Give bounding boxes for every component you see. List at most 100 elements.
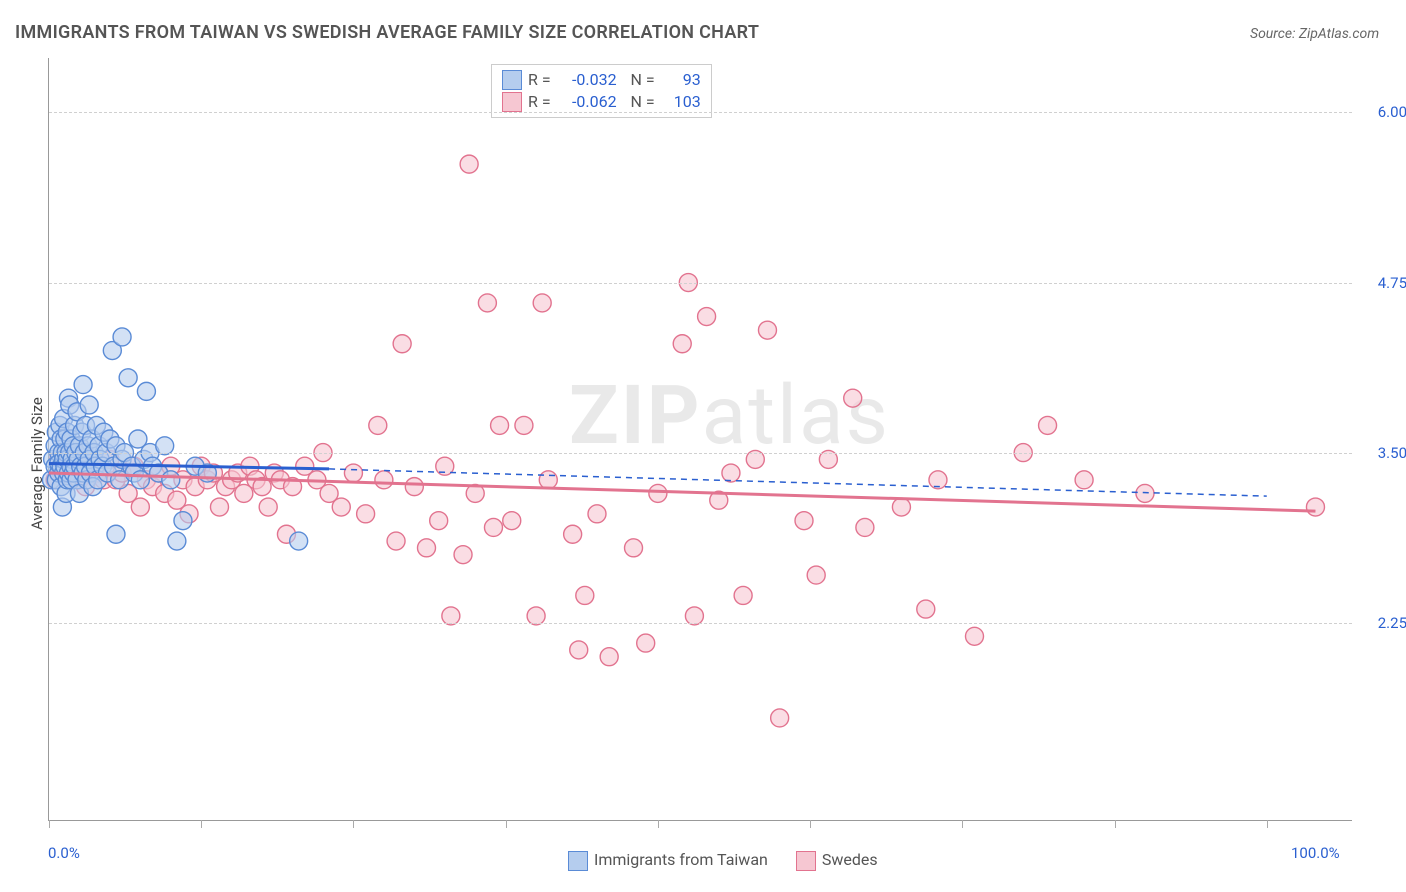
- legend-label: Swedes: [822, 850, 878, 869]
- data-point: [290, 532, 308, 550]
- data-point: [856, 518, 874, 536]
- data-point: [722, 464, 740, 482]
- data-point: [1039, 416, 1057, 434]
- legend-item: Swedes: [796, 850, 878, 871]
- legend-item: Immigrants from Taiwan: [568, 850, 768, 871]
- data-point: [917, 600, 935, 618]
- chart-svg: [49, 58, 1352, 820]
- data-point: [259, 498, 277, 516]
- data-point: [80, 396, 98, 414]
- data-point: [137, 382, 155, 400]
- data-point: [74, 376, 92, 394]
- data-point: [344, 464, 362, 482]
- data-point: [113, 328, 131, 346]
- series-legend: Immigrants from Taiwan Swedes: [568, 850, 878, 871]
- x-tick: [962, 820, 963, 828]
- data-point: [771, 709, 789, 727]
- data-point: [357, 505, 375, 523]
- gridline: [49, 283, 1352, 284]
- data-point: [162, 471, 180, 489]
- data-point: [698, 308, 716, 326]
- x-tick: [1267, 820, 1268, 828]
- legend-label: Immigrants from Taiwan: [594, 850, 768, 869]
- data-point: [1306, 498, 1324, 516]
- x-tick: [506, 820, 507, 828]
- correlation-legend: R = -0.032 N = 93 R = -0.062 N = 103: [491, 64, 712, 118]
- data-point: [758, 321, 776, 339]
- legend-row: R = -0.062 N = 103: [502, 91, 701, 113]
- data-point: [649, 484, 667, 502]
- plot-area: ZIPatlas R =-0.032 N =93R =-0.062 N =103…: [48, 58, 1352, 821]
- gridline: [49, 623, 1352, 624]
- data-point: [625, 539, 643, 557]
- data-point: [168, 532, 186, 550]
- legend-row: R = -0.032 N = 93: [502, 69, 701, 91]
- legend-n-value: 103: [661, 91, 701, 113]
- data-point: [119, 369, 137, 387]
- data-point: [673, 335, 691, 353]
- x-tick: [1115, 820, 1116, 828]
- data-point: [491, 416, 509, 434]
- x-tick: [49, 820, 50, 828]
- data-point: [210, 498, 228, 516]
- legend-swatch: [502, 92, 522, 112]
- y-tick-label: 3.50: [1378, 444, 1406, 462]
- gridline: [49, 112, 1352, 113]
- y-tick-label: 2.25: [1378, 614, 1406, 632]
- data-point: [478, 294, 496, 312]
- data-point: [734, 586, 752, 604]
- chart-title: IMMIGRANTS FROM TAIWAN VS SWEDISH AVERAG…: [15, 22, 759, 43]
- data-point: [533, 294, 551, 312]
- x-start-label: 0.0%: [48, 844, 80, 862]
- data-point: [405, 478, 423, 496]
- data-point: [564, 525, 582, 543]
- data-point: [174, 512, 192, 530]
- data-point: [892, 498, 910, 516]
- data-point: [393, 335, 411, 353]
- data-point: [844, 389, 862, 407]
- legend-swatch: [796, 851, 816, 871]
- source-label: Source: ZipAtlas.com: [1250, 26, 1379, 42]
- data-point: [430, 512, 448, 530]
- data-point: [454, 546, 472, 564]
- data-point: [387, 532, 405, 550]
- legend-swatch: [568, 851, 588, 871]
- legend-r-label: R =: [528, 69, 551, 91]
- x-tick: [810, 820, 811, 828]
- data-point: [418, 539, 436, 557]
- data-point: [570, 641, 588, 659]
- legend-n-value: 93: [661, 69, 701, 91]
- x-tick: [201, 820, 202, 828]
- legend-n-label: N =: [623, 69, 655, 91]
- data-point: [131, 498, 149, 516]
- data-point: [375, 471, 393, 489]
- x-tick: [353, 820, 354, 828]
- x-tick: [658, 820, 659, 828]
- y-tick-label: 6.00: [1378, 103, 1406, 121]
- data-point: [460, 155, 478, 173]
- legend-swatch: [502, 70, 522, 90]
- data-point: [515, 416, 533, 434]
- data-point: [588, 505, 606, 523]
- legend-n-label: N =: [623, 91, 655, 113]
- y-axis-title: Average Family Size: [28, 397, 46, 530]
- data-point: [332, 498, 350, 516]
- legend-r-value: -0.062: [557, 91, 617, 113]
- data-point: [807, 566, 825, 584]
- data-point: [1136, 484, 1154, 502]
- data-point: [503, 512, 521, 530]
- data-point: [484, 518, 502, 536]
- data-point: [1075, 471, 1093, 489]
- data-point: [369, 416, 387, 434]
- legend-r-label: R =: [528, 91, 551, 113]
- data-point: [965, 627, 983, 645]
- data-point: [576, 586, 594, 604]
- data-point: [107, 525, 125, 543]
- gridline: [49, 453, 1352, 454]
- data-point: [539, 471, 557, 489]
- legend-r-value: -0.032: [557, 69, 617, 91]
- x-end-label: 100.0%: [1291, 844, 1340, 862]
- data-point: [795, 512, 813, 530]
- data-point: [600, 648, 618, 666]
- y-tick-label: 4.75: [1378, 274, 1406, 292]
